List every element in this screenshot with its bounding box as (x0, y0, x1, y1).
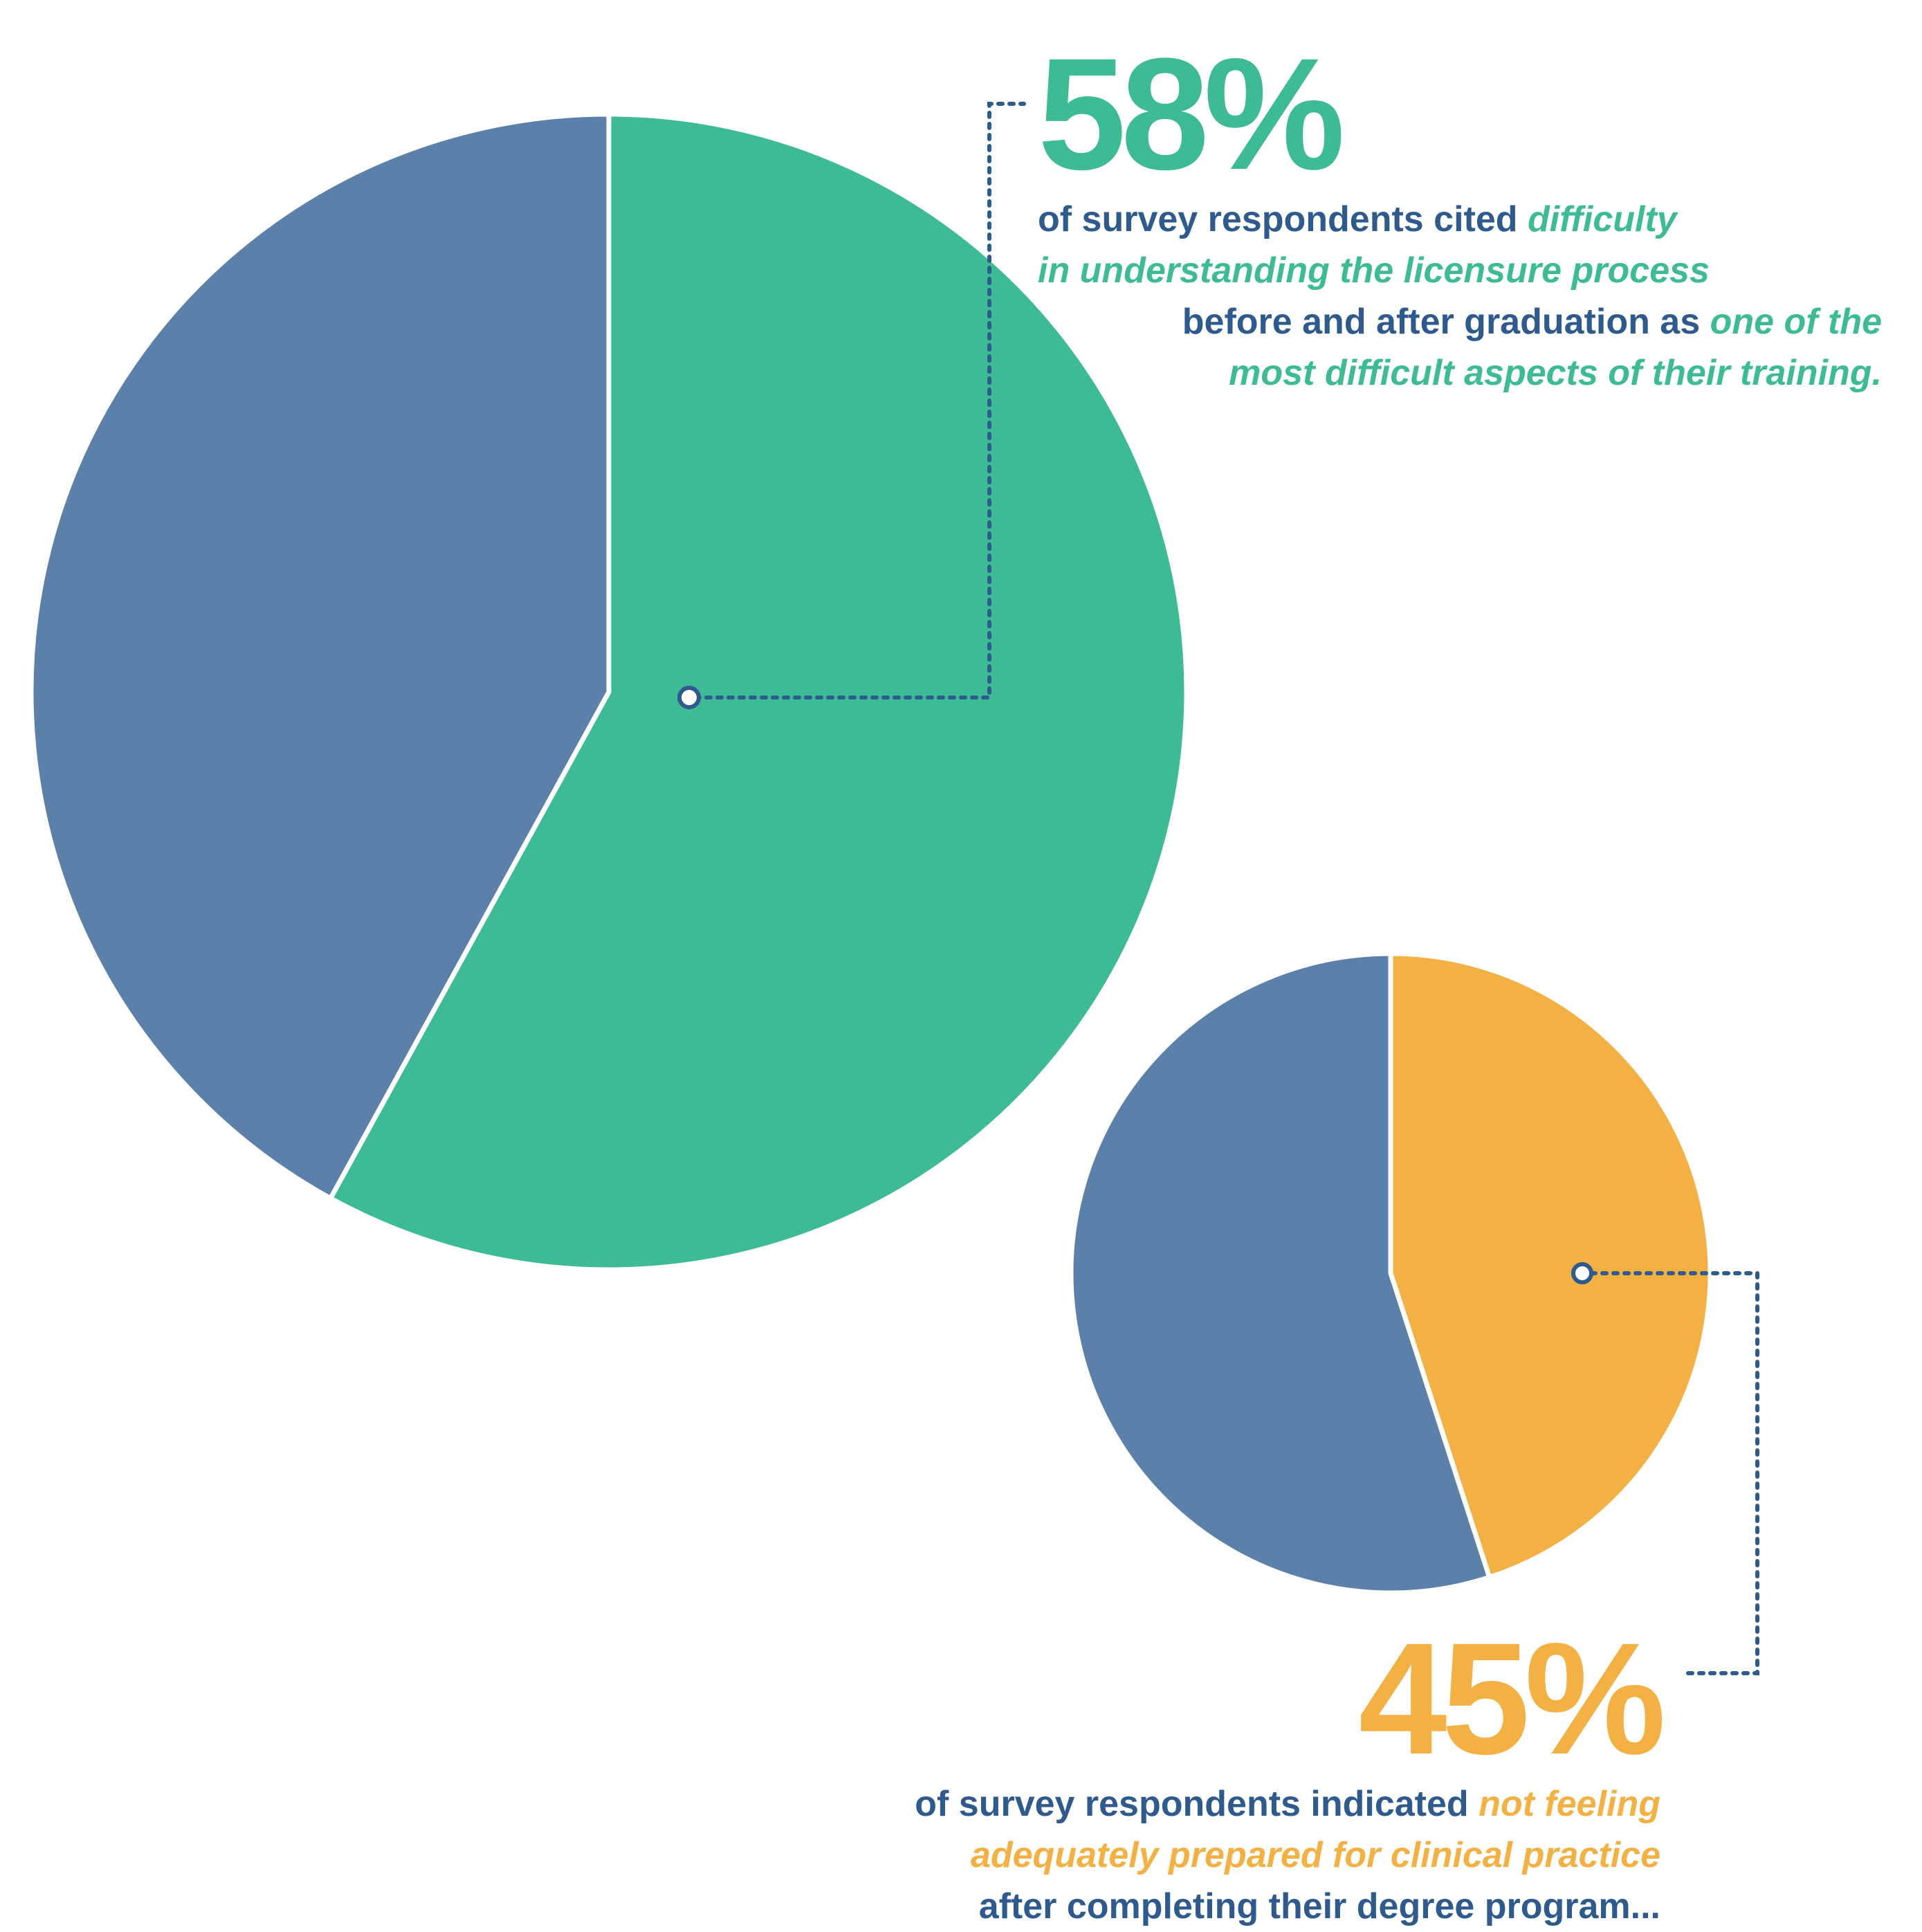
connector-dot-licensure (677, 686, 701, 709)
stat-clinical-text-1a: of survey respondents indicated (915, 1784, 1479, 1824)
stat-clinical-line-2: adequately prepared for clinical practic… (970, 1835, 1660, 1875)
pie-licensure-slice-0 (328, 111, 1189, 1273)
pie-chart-licensure (28, 111, 1189, 1273)
stat-licensure-line-2: in understanding the licensure process (1038, 250, 1710, 291)
pie-chart-clinical (1068, 951, 1713, 1596)
stat-licensure-text-3b: one of the (1710, 302, 1882, 342)
stat-clinical-value: 45% (1358, 1610, 1666, 1787)
stat-licensure-text-1b: difficulty (1527, 199, 1677, 239)
stat-licensure-line-3: before and after graduation as one of th… (1024, 296, 1882, 347)
stat-licensure: 58% of survey respondents cited difficul… (1024, 35, 1882, 399)
stat-clinical: 45% of survey respondents indicated not … (692, 1610, 1666, 1932)
connectors (677, 102, 1759, 1675)
pie-licensure-slice-1 (28, 111, 612, 1201)
stat-licensure-line-1: of survey respondents cited difficulty (1038, 194, 1882, 245)
stat-licensure-text-3a: before and after graduation as (1182, 302, 1710, 342)
stat-clinical-line-1: of survey respondents indicated not feel… (692, 1778, 1660, 1830)
pie-clinical-slice-1 (1068, 951, 1492, 1596)
stat-clinical-line-3: after completing their degree program... (978, 1886, 1660, 1926)
connector-line-clinical (1589, 1271, 1759, 1675)
connector-dot-clinical (1571, 1262, 1593, 1284)
stat-licensure-text-1a: of survey respondents cited (1038, 199, 1528, 239)
stat-licensure-line-4: most difficult aspects of their training… (1229, 353, 1882, 393)
stat-licensure-value: 58% (1038, 25, 1345, 203)
connector-line-licensure (693, 102, 1026, 700)
stat-clinical-text-1b: not feeling (1479, 1784, 1660, 1824)
pie-clinical-slice-0 (1388, 951, 1713, 1580)
